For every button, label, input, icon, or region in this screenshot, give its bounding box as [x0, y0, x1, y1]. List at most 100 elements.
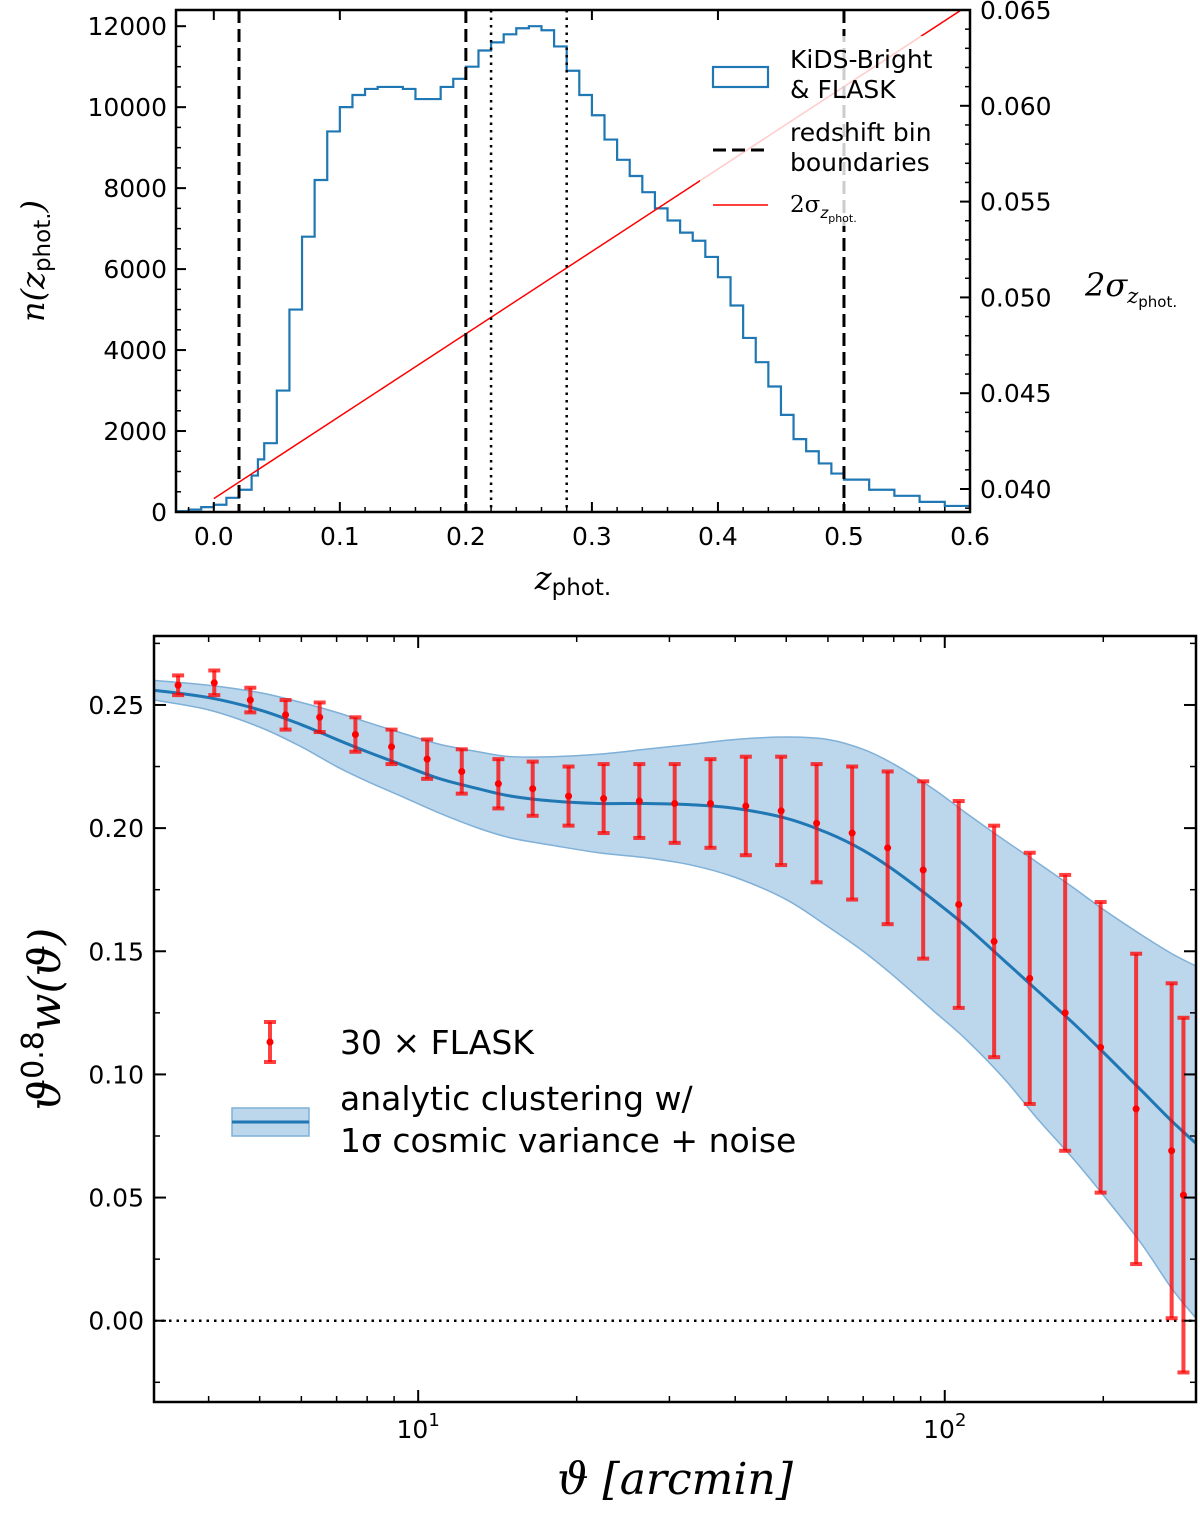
errorbar-point-3 — [279, 698, 292, 732]
errorbar-marker — [955, 900, 963, 908]
top-ytick-right-label-1: 0.045 — [980, 379, 1052, 408]
errorbar-point-19 — [846, 764, 859, 902]
bottom-ytick-label-0: 0.00 — [88, 1307, 144, 1336]
errorbar-marker — [919, 866, 927, 874]
errorbar-marker — [458, 767, 466, 775]
errorbar-marker — [210, 679, 218, 687]
legend-swatch-histogram — [711, 65, 770, 89]
variance-band — [154, 679, 1196, 1320]
errorbar-marker — [174, 681, 182, 689]
bottom-xtick-label-0: 101 — [397, 1410, 440, 1444]
errorbar-marker — [316, 713, 324, 721]
top-ytick-label-4: 8000 — [103, 174, 167, 203]
errorbar-marker — [706, 799, 714, 807]
errorbar-point-17 — [775, 754, 788, 868]
bottom-ylabel-base: ϑ — [20, 1079, 71, 1110]
errorbar-point-23 — [988, 823, 1001, 1060]
bottom-ytick-label-3: 0.15 — [88, 937, 144, 966]
legend-label-analytic-line-1: 1σ cosmic variance + noise — [340, 1121, 796, 1160]
errorbar-point-7 — [421, 737, 434, 781]
top-ytick-right-label-5: 0.065 — [980, 0, 1052, 25]
errorbar-marker — [635, 797, 643, 805]
errorbar-point-6 — [385, 727, 398, 767]
errorbar-marker — [351, 731, 359, 739]
legend-label-histogram: KiDS-Bright & FLASK — [790, 45, 933, 104]
legend-label-bin-boundaries: redshift bin boundaries — [790, 118, 932, 177]
bottom-ytick-label-4: 0.20 — [88, 814, 144, 843]
errorbar-marker — [990, 937, 998, 945]
legend-label-histogram-line-1: & FLASK — [790, 75, 896, 104]
errorbar-marker — [742, 802, 750, 810]
errorbar-point-27 — [1130, 951, 1143, 1267]
errorbar-point-29 — [1177, 1015, 1190, 1375]
histogram-step-line — [176, 25, 970, 512]
errorbar-point-21 — [917, 779, 930, 961]
bottom-legend: 30 × FLASK analytic clustering w/1σ cosmi… — [231, 1020, 796, 1160]
top-xtick-label-4: 0.4 — [698, 522, 738, 551]
top-ytick-right-label-0: 0.040 — [980, 475, 1052, 504]
legend-label-analytic: analytic clustering w/1σ cosmic variance… — [340, 1079, 796, 1160]
errorbar-marker — [494, 780, 502, 788]
top-xtick-label-2: 0.2 — [446, 522, 486, 551]
bottom-axes-frame — [152, 634, 1198, 1404]
bottom-ytick-label-2: 0.10 — [88, 1060, 144, 1089]
errorbar-marker — [813, 819, 821, 827]
errorbar-point-9 — [492, 757, 505, 811]
errorbar-point-8 — [455, 747, 468, 796]
top-xtick-label-5: 0.5 — [824, 522, 864, 551]
errorbar-point-11 — [562, 764, 575, 828]
errorbar-marker — [1026, 974, 1034, 982]
legend-label-bin-line-1: boundaries — [790, 148, 930, 177]
top-xtick-label-0: 0.0 — [194, 522, 234, 551]
top-legend: KiDS-Bright & FLASK redshift bin boundaries… — [700, 36, 962, 226]
top-ytick-label-5: 10000 — [87, 93, 167, 122]
top-xtick-label-6: 0.6 — [950, 522, 990, 551]
top-xtick-label-3: 0.3 — [572, 522, 612, 551]
errorbar-point-18 — [810, 762, 823, 885]
legend-swatch-flask-marker — [266, 1038, 274, 1046]
errorbar-point-26 — [1094, 900, 1107, 1195]
top-ytick-right-label-4: 0.060 — [980, 92, 1052, 121]
errorbar-point-2 — [244, 685, 257, 715]
bottom-ylabel-sup: 0.8 — [16, 1031, 51, 1079]
errorbar-point-0 — [172, 673, 185, 698]
top-ylabel-post: ) — [14, 200, 52, 213]
bottom-xtick-label-1: 102 — [923, 1410, 966, 1444]
top-ytick-right-label-3: 0.055 — [980, 188, 1052, 217]
top-ylabel-base: z — [14, 271, 52, 290]
top-ytick-label-0: 0 — [151, 498, 167, 527]
errorbar-point-13 — [633, 762, 646, 840]
top-ylabel-right-subsub: phot. — [1138, 293, 1177, 311]
errorbar-marker — [1132, 1105, 1140, 1113]
top-xlabel: zphot. — [534, 559, 611, 601]
legend-label-sigma: 2σzphot. — [790, 192, 857, 225]
legend-sigma-sub: z — [819, 204, 829, 222]
bottom-xtick-label-exp: 1 — [428, 1410, 439, 1431]
top-ytick-label-2: 4000 — [103, 336, 167, 365]
errorbar-marker — [1061, 1009, 1069, 1017]
top-axes-frame — [174, 8, 972, 514]
top-xtick-label-1: 0.1 — [320, 522, 360, 551]
top-ytick-label-1: 2000 — [103, 417, 167, 446]
top-xlabel-sub: phot. — [552, 575, 612, 601]
errorbar-point-28 — [1165, 981, 1178, 1321]
top-ytick-label-3: 6000 — [103, 255, 167, 284]
bottom-ylabel-rest: w(ϑ) — [20, 928, 71, 1031]
top-ylabel-pre: n( — [14, 287, 52, 322]
errorbar-marker — [600, 795, 608, 803]
errorbar-point-16 — [739, 754, 752, 858]
legend-label-histogram-line-0: KiDS-Bright — [790, 45, 933, 74]
errorbar-marker — [529, 785, 537, 793]
errorbar-marker — [1097, 1043, 1105, 1051]
errorbar-point-24 — [1023, 850, 1036, 1106]
errorbar-point-4 — [313, 700, 326, 735]
analytic-clustering-line — [154, 688, 1196, 1145]
errorbar-point-14 — [668, 762, 681, 845]
bottom-ytick-label-1: 0.05 — [88, 1184, 144, 1213]
errorbar-point-25 — [1059, 872, 1072, 1153]
errorbar-point-12 — [597, 762, 610, 836]
errorbar-marker — [246, 696, 254, 704]
errorbar-point-22 — [952, 799, 965, 1010]
bottom-xtick-label-base: 10 — [923, 1415, 955, 1444]
